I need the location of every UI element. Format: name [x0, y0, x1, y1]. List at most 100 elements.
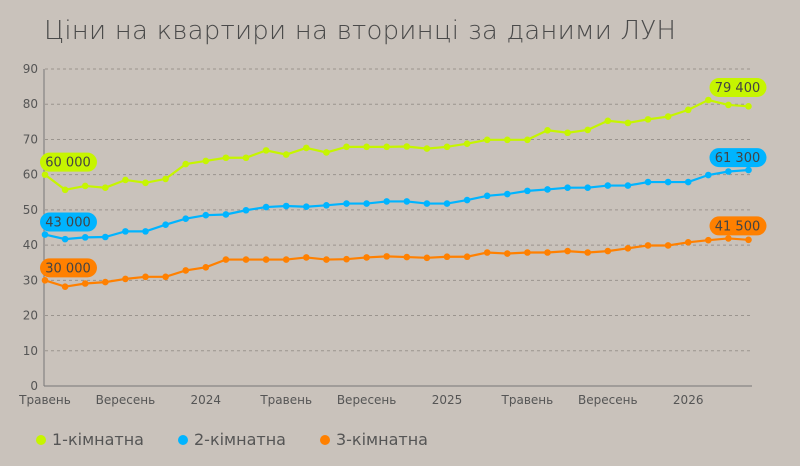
data-point	[363, 254, 370, 261]
data-point	[41, 171, 49, 178]
data-point	[564, 247, 571, 255]
data-point	[725, 168, 732, 175]
y-tick-label: 0	[30, 379, 38, 393]
data-point	[443, 253, 451, 261]
y-tick-label: 10	[23, 344, 38, 358]
data-point	[725, 101, 732, 109]
data-point	[162, 221, 169, 228]
data-point	[624, 182, 632, 189]
data-point	[242, 206, 250, 214]
data-point	[403, 253, 411, 261]
legend-swatch	[36, 434, 46, 445]
data-point	[705, 171, 712, 179]
data-point	[182, 215, 189, 222]
data-point	[443, 200, 451, 207]
data-point	[644, 178, 652, 186]
data-point	[684, 106, 692, 114]
y-tick-label: 60	[23, 168, 38, 182]
data-point	[122, 275, 129, 283]
data-point	[483, 192, 491, 200]
data-point	[463, 253, 471, 261]
data-point	[343, 255, 350, 263]
data-point	[343, 143, 350, 151]
data-point	[81, 182, 89, 190]
legend-label: 3-кімнатна	[335, 430, 428, 449]
data-point	[303, 254, 310, 261]
data-point	[242, 154, 250, 162]
data-point	[705, 236, 712, 244]
start-value-label: 43 000	[45, 216, 91, 231]
data-point	[564, 129, 571, 137]
x-tick-label: Травень	[259, 393, 312, 407]
data-point	[403, 198, 411, 205]
data-point	[423, 200, 431, 207]
data-point	[544, 126, 551, 134]
data-point	[142, 273, 149, 281]
data-point	[303, 203, 310, 211]
data-point	[122, 176, 129, 184]
y-tick-label: 20	[23, 309, 38, 323]
data-point	[343, 200, 350, 207]
y-tick-label: 50	[23, 203, 38, 217]
data-point	[664, 113, 672, 120]
data-point	[483, 249, 491, 256]
x-tick-label: 2025	[432, 393, 463, 407]
x-tick-label: 2024	[191, 393, 222, 407]
x-tick-label: Вересень	[337, 393, 397, 407]
data-point	[644, 242, 652, 249]
data-point	[664, 242, 672, 249]
data-point	[504, 250, 511, 257]
data-point	[584, 126, 591, 134]
data-point	[41, 231, 49, 238]
legend-item-3-room: 3-кімнатна	[319, 430, 428, 449]
data-point	[383, 198, 391, 205]
data-point	[61, 235, 69, 243]
series-line	[44, 168, 749, 241]
data-point	[162, 175, 169, 183]
chart-title: Ціни на квартири на вторинці за даними Л…	[44, 16, 677, 46]
y-tick-label: 40	[23, 238, 38, 252]
data-point	[745, 236, 752, 244]
data-point	[222, 256, 230, 263]
x-tick-label: Вересень	[578, 393, 638, 407]
data-point	[102, 233, 109, 241]
data-point	[262, 203, 270, 211]
data-point	[323, 149, 330, 156]
legend-swatch	[319, 434, 330, 445]
data-point	[524, 136, 531, 144]
end-value-label-bg	[709, 216, 767, 236]
end-value-label-bg	[709, 77, 767, 97]
legend-item-2-room: 2-кімнатна	[177, 430, 286, 449]
data-point	[483, 136, 491, 144]
data-point	[303, 144, 310, 152]
data-point	[684, 238, 692, 246]
data-point	[423, 254, 431, 262]
data-point	[102, 184, 109, 191]
data-point	[61, 186, 69, 194]
data-point	[725, 235, 732, 242]
end-value-label: 61 300	[715, 151, 761, 166]
data-point	[182, 267, 189, 274]
x-tick-label: Вересень	[96, 393, 156, 407]
x-tick-label: Травень	[18, 393, 71, 407]
legend-label: 2-кімнатна	[193, 430, 286, 449]
data-point	[363, 200, 370, 207]
data-point	[202, 157, 210, 165]
data-point	[222, 154, 230, 162]
data-point	[363, 143, 370, 151]
data-point	[202, 264, 210, 271]
data-point	[684, 178, 692, 186]
data-point	[604, 247, 612, 255]
data-point	[463, 196, 471, 204]
data-point	[81, 280, 89, 287]
data-point	[624, 244, 632, 252]
data-point	[745, 103, 752, 110]
x-tick-label: 2026	[673, 393, 704, 407]
data-point	[262, 256, 270, 263]
data-point	[564, 184, 571, 191]
y-tick-label: 70	[23, 132, 38, 146]
start-value-label-bg	[40, 152, 97, 172]
data-point	[142, 179, 149, 187]
data-point	[162, 273, 169, 281]
